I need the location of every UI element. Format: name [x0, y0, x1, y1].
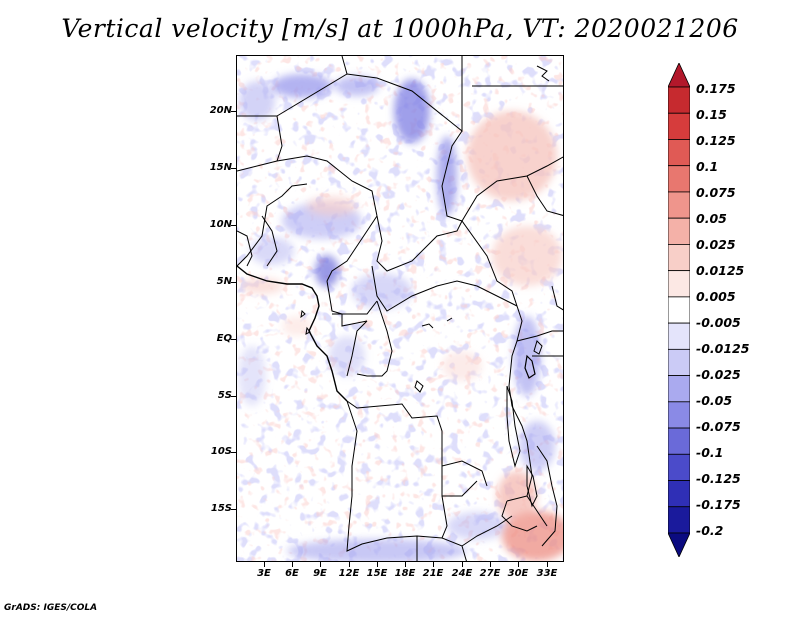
lat-tick: [231, 111, 236, 112]
colorbar-label: 0.175: [696, 81, 736, 96]
lon-label-18e: 18E: [394, 568, 416, 579]
colorbar-label: -0.075: [696, 419, 741, 434]
colorbar-bin: [668, 480, 690, 508]
colorbar-bin: [668, 86, 690, 114]
lon-label-6e: 6E: [285, 568, 299, 579]
coastline: [237, 265, 348, 402]
lat-tick: [231, 225, 236, 226]
lat-tick: [231, 396, 236, 397]
lat-label-10n: 10N: [209, 219, 232, 230]
colorbar-bin: [668, 244, 690, 272]
colorbar-label: -0.1: [696, 445, 724, 460]
lat-label-5n: 5N: [216, 276, 232, 287]
colorbar-bin: [668, 112, 690, 140]
colorbar-label: 0.05: [696, 211, 727, 226]
colorbar-bin: [668, 322, 690, 350]
lon-label-30e: 30E: [507, 568, 529, 579]
colorbar-label: -0.175: [696, 497, 741, 512]
colorbar-bin: [668, 427, 690, 455]
lat-label-15s: 15S: [210, 503, 232, 514]
footer-credit: GrADS: IGES/COLA: [4, 603, 98, 613]
colorbar-bin: [668, 270, 690, 298]
colorbar-bin: [668, 348, 690, 376]
colorbar-bin: [668, 165, 690, 193]
lon-label-3e: 3E: [257, 568, 271, 579]
colorbar-bin: [668, 506, 690, 534]
colorbar-bin: [668, 453, 690, 481]
lon-tick: [292, 562, 293, 567]
lon-label-12e: 12E: [338, 568, 360, 579]
colorbar-bin: [668, 296, 690, 324]
colorbar-label: -0.2: [696, 523, 724, 538]
lon-tick: [547, 562, 548, 567]
lon-label-33e: 33E: [536, 568, 558, 579]
colorbar-bin: [668, 191, 690, 219]
lat-label-10s: 10S: [210, 446, 232, 457]
vertical-velocity-map: [237, 56, 563, 561]
colorbar-bin: [668, 217, 690, 245]
lon-tick: [490, 562, 491, 567]
lon-label-15e: 15E: [366, 568, 388, 579]
colorbar-label: -0.0125: [696, 341, 750, 356]
lon-tick: [264, 562, 265, 567]
lat-tick: [231, 168, 236, 169]
colorbar: [668, 63, 690, 557]
lat-label-eq: EQ: [216, 333, 232, 344]
map-panel: [236, 55, 564, 562]
map-title: Vertical velocity [m/s] at 1000hPa, VT: …: [61, 14, 739, 43]
lon-tick: [349, 562, 350, 567]
colorbar-label: -0.005: [696, 315, 741, 330]
colorbar-bin: [668, 532, 690, 557]
positive-velocity-patches: [240, 111, 563, 561]
colorbar-label: -0.025: [696, 367, 741, 382]
colorbar-bin: [668, 63, 690, 88]
lon-label-21e: 21E: [422, 568, 444, 579]
lon-tick: [433, 562, 434, 567]
colorbar-bin: [668, 139, 690, 167]
colorbar-label: 0.075: [696, 185, 736, 200]
colorbar-bin: [668, 401, 690, 429]
lat-tick: [231, 339, 236, 340]
colorbar-bin: [668, 375, 690, 403]
lon-tick: [462, 562, 463, 567]
colorbar-label: 0.025: [696, 237, 736, 252]
lon-label-24e: 24E: [451, 568, 473, 579]
lat-tick: [231, 452, 236, 453]
colorbar-label: 0.15: [696, 107, 727, 122]
lon-label-27e: 27E: [479, 568, 501, 579]
country-borders: [237, 56, 563, 561]
lat-label-15n: 15N: [209, 162, 232, 173]
lat-label-5s: 5S: [217, 390, 232, 401]
colorbar-label: 0.0125: [696, 263, 745, 278]
colorbar-label: 0.125: [696, 133, 736, 148]
lon-tick: [405, 562, 406, 567]
lat-label-20n: 20N: [209, 105, 232, 116]
colorbar-label: -0.125: [696, 471, 741, 486]
lon-label-9e: 9E: [313, 568, 327, 579]
lon-tick: [377, 562, 378, 567]
lat-tick: [231, 509, 236, 510]
lon-tick: [518, 562, 519, 567]
colorbar-label: 0.005: [696, 289, 736, 304]
lon-tick: [320, 562, 321, 567]
lat-tick: [231, 282, 236, 283]
colorbar-label: -0.05: [696, 393, 733, 408]
colorbar-label: 0.1: [696, 159, 719, 174]
